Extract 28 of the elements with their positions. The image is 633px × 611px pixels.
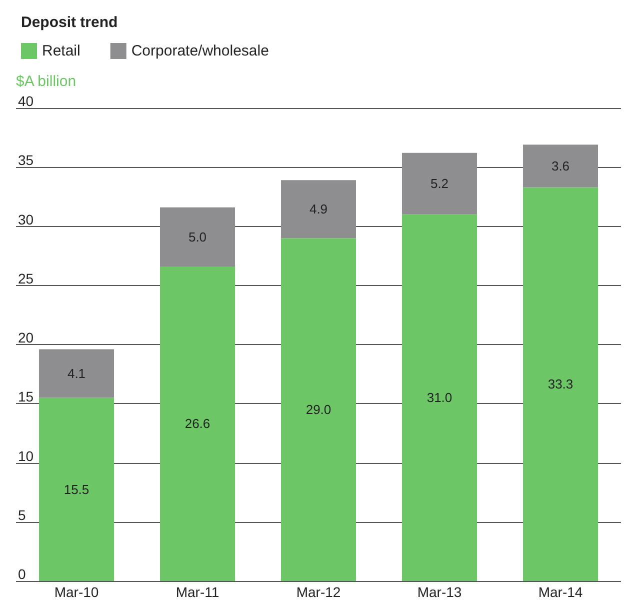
y-tick-label: 10	[18, 448, 34, 464]
y-tick-label: 30	[18, 211, 34, 228]
y-tick-label: 15	[18, 388, 34, 405]
data-label: 15.5	[64, 482, 90, 497]
data-label: 4.9	[309, 202, 328, 217]
legend-label: Corporate/wholesale	[131, 42, 269, 60]
data-label: 31.0	[426, 390, 452, 406]
x-tick-label: Mar-14	[538, 584, 583, 600]
data-label: 5.0	[188, 229, 207, 244]
y-tick-label: 20	[18, 330, 34, 346]
y-tick-label: 25	[18, 270, 34, 286]
data-label: 5.2	[430, 176, 449, 192]
data-label: 4.1	[67, 366, 86, 381]
x-tick-label: Mar-11	[176, 584, 220, 600]
legend-label: Retail	[42, 42, 80, 60]
data-label: 26.6	[184, 416, 210, 432]
x-tick-label: Mar-10	[54, 584, 99, 600]
x-tick-label: Mar-12	[296, 584, 341, 600]
data-label: 29.0	[306, 402, 332, 418]
chart-title: Deposit trend	[21, 14, 118, 31]
y-tick-label: 40	[18, 93, 34, 109]
y-tick-label: 0	[18, 566, 26, 582]
y-tick-label: 35	[18, 152, 34, 168]
data-label: 33.3	[548, 376, 574, 392]
data-label: 3.6	[551, 158, 570, 174]
y-tick-label: 5	[18, 506, 26, 523]
y-axis-title: $A billion	[16, 73, 76, 90]
x-tick-label: Mar-13	[417, 584, 462, 600]
